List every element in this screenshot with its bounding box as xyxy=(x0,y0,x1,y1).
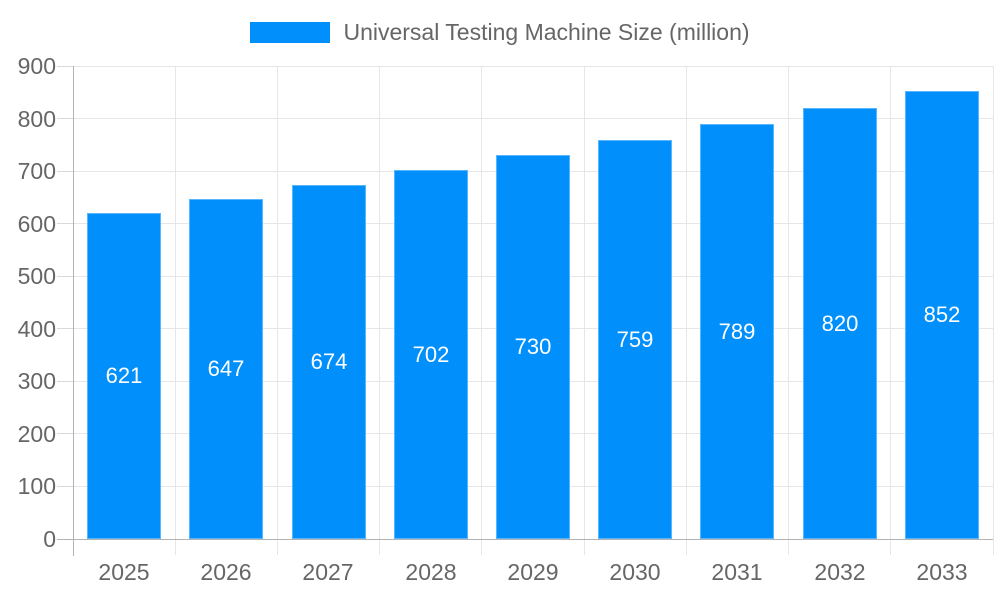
chart-legend: Universal Testing Machine Size (million) xyxy=(0,19,1000,45)
bar[interactable] xyxy=(598,140,672,539)
y-axis-tick xyxy=(57,223,73,225)
y-axis-tick-label: 100 xyxy=(17,473,56,500)
y-axis-tick-label: 900 xyxy=(17,53,56,79)
y-axis-tick-label: 700 xyxy=(17,158,56,185)
x-axis-tick-label: 2028 xyxy=(405,559,457,585)
bar-value-label: 674 xyxy=(310,349,348,374)
y-axis-tick-label: 300 xyxy=(17,368,56,395)
x-axis-tick-label: 2025 xyxy=(98,559,150,585)
legend-swatch-icon xyxy=(250,21,331,43)
x-axis-tick-label: 2029 xyxy=(507,559,559,585)
x-gridline xyxy=(788,66,790,555)
bar[interactable] xyxy=(292,185,366,539)
y-axis-tick xyxy=(57,170,73,172)
x-axis-tick-label: 2033 xyxy=(916,559,968,585)
bar[interactable] xyxy=(189,199,263,539)
bar[interactable] xyxy=(803,108,877,539)
bar-value-label: 621 xyxy=(105,363,143,388)
y-axis-tick xyxy=(57,65,73,67)
y-axis-tick-label: 200 xyxy=(17,420,56,447)
legend-label: Universal Testing Machine Size (million) xyxy=(343,18,750,45)
x-gridline xyxy=(174,66,176,555)
y-axis-tick xyxy=(57,275,73,277)
bar-value-label: 647 xyxy=(207,356,245,381)
bar[interactable] xyxy=(87,213,161,539)
bar[interactable] xyxy=(700,124,774,539)
x-axis-tick-label: 2030 xyxy=(609,559,661,585)
y-axis-tick xyxy=(57,118,73,120)
y-axis-tick xyxy=(57,380,73,382)
y-axis-tick-label: 600 xyxy=(17,210,56,237)
x-gridline xyxy=(276,66,278,555)
legend-item[interactable]: Universal Testing Machine Size (million) xyxy=(250,18,750,46)
bar-value-label: 730 xyxy=(514,334,552,359)
x-axis-tick-label: 2027 xyxy=(302,559,354,585)
y-gridline xyxy=(73,118,993,120)
bar[interactable] xyxy=(394,170,468,539)
bar[interactable] xyxy=(496,155,570,539)
x-axis-tick-label: 2026 xyxy=(200,559,252,585)
x-gridline xyxy=(481,66,483,555)
x-gridline xyxy=(583,66,585,555)
bar[interactable] xyxy=(905,91,979,539)
x-axis-tick-label: 2032 xyxy=(814,559,866,585)
bar-value-label: 852 xyxy=(923,302,961,327)
x-gridline xyxy=(890,66,892,555)
x-axis-line xyxy=(57,539,993,540)
y-axis-tick-label: 800 xyxy=(17,105,56,132)
x-gridline xyxy=(992,66,994,555)
bar-value-label: 820 xyxy=(821,311,859,336)
y-axis-tick xyxy=(57,433,73,435)
x-gridline xyxy=(379,66,381,555)
y-axis-tick-label: 500 xyxy=(17,263,56,290)
y-axis-tick-label: 0 xyxy=(43,526,56,552)
y-axis-tick-label: 400 xyxy=(17,315,56,342)
y-axis-tick xyxy=(57,328,73,330)
x-gridline xyxy=(685,66,687,555)
x-axis-tick-label: 2031 xyxy=(711,559,763,585)
y-gridline xyxy=(73,65,993,67)
y-axis-line xyxy=(73,66,74,556)
bar-value-label: 789 xyxy=(718,319,756,344)
bar-value-label: 702 xyxy=(412,342,450,367)
bar-value-label: 759 xyxy=(616,327,654,352)
y-axis-tick xyxy=(57,485,73,487)
